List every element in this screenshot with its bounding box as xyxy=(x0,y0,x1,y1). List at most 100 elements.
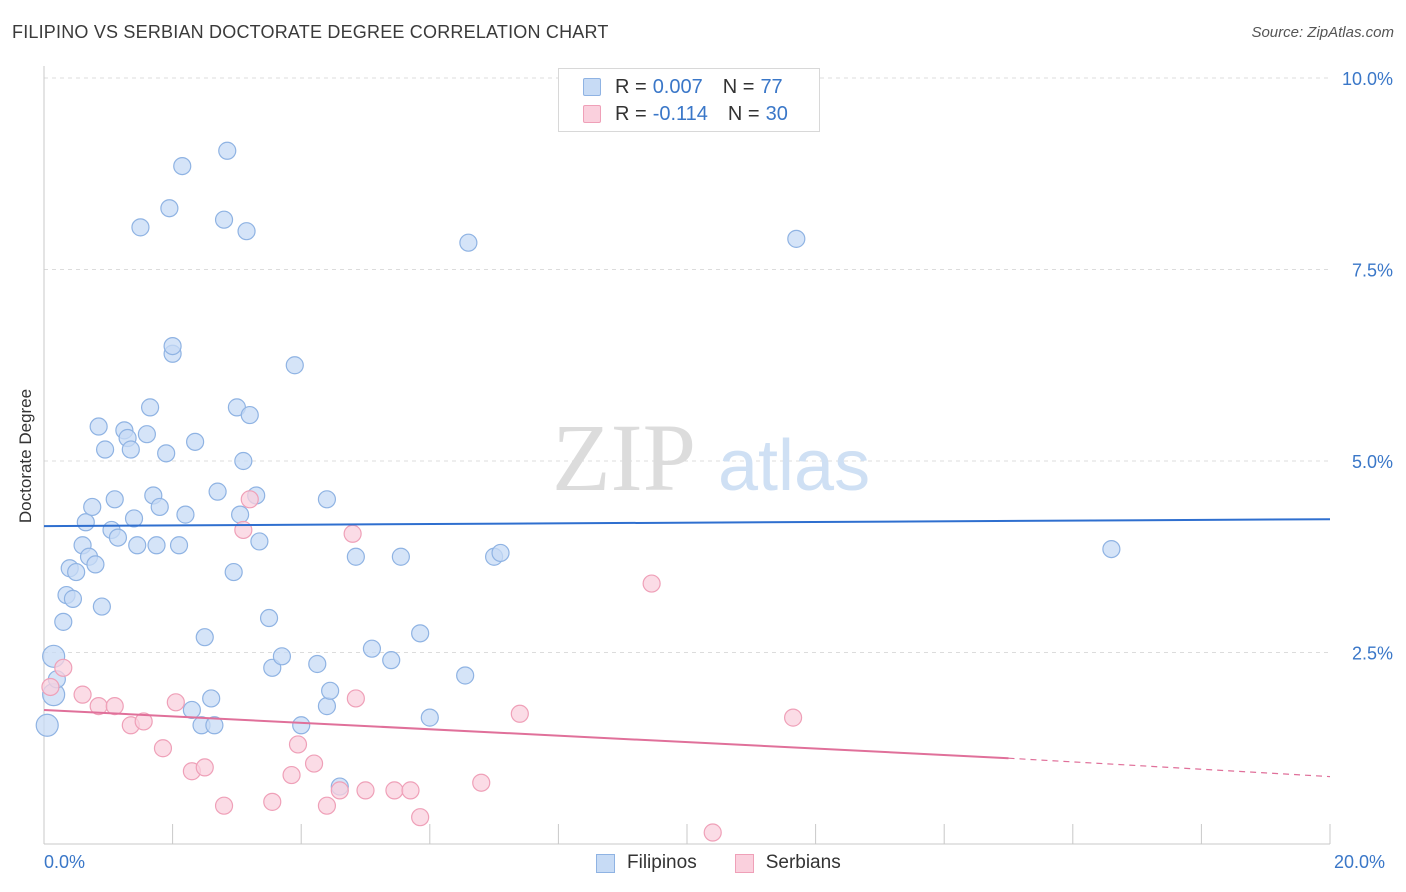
watermark: ZIP atlas xyxy=(552,404,870,511)
serbian-point xyxy=(134,712,153,731)
serbian-point xyxy=(166,693,185,712)
serbian-point xyxy=(411,808,430,827)
serbian-point xyxy=(195,758,214,777)
filipino-point xyxy=(491,543,510,563)
watermark-zip: ZIP xyxy=(552,404,696,511)
series-legend: Filipinos Serbians xyxy=(596,852,879,874)
filipino-point xyxy=(160,199,179,218)
serbian-point xyxy=(282,765,301,785)
filipino-point xyxy=(1102,539,1121,559)
serbian-point xyxy=(263,792,282,811)
serbian-point xyxy=(240,490,259,509)
filipino-point xyxy=(89,417,108,436)
serbians-label: Serbians xyxy=(765,852,841,873)
y-axis-label: Doctorate Degree xyxy=(16,388,35,524)
serbian-point xyxy=(214,796,234,815)
filipino-point xyxy=(157,444,176,463)
correlation-legend: R = 0.007 N = 77 R = -0.114 N = 30 xyxy=(558,68,820,132)
legend-n-value: 30 xyxy=(765,102,788,125)
filipino-point xyxy=(321,681,340,700)
filipino-point xyxy=(169,536,189,555)
serbian-point xyxy=(288,735,308,754)
serbian-point xyxy=(343,524,362,543)
serbian-point xyxy=(153,739,173,758)
serbians-trend-line xyxy=(43,708,1009,760)
filipino-point xyxy=(202,689,221,708)
filipino-point xyxy=(224,562,243,582)
serbian-point xyxy=(472,773,491,792)
serbian-point xyxy=(41,677,60,697)
filipino-point xyxy=(86,555,105,574)
x-tick-label-min: 0.0% xyxy=(44,852,86,872)
serbian-point xyxy=(346,689,365,708)
filipino-point xyxy=(92,597,111,616)
legend-swatch-pink xyxy=(583,105,601,123)
filipino-point xyxy=(205,716,224,735)
legend-n-label: N = xyxy=(722,75,755,98)
serbian-point xyxy=(356,781,375,800)
filipinos-swatch xyxy=(596,853,615,873)
filipino-point xyxy=(95,440,115,459)
series-legend-filipinos[interactable]: Filipinos xyxy=(596,852,697,874)
filipino-point xyxy=(67,562,86,582)
filipino-point xyxy=(420,708,439,727)
filipino-point xyxy=(346,547,365,566)
filipino-point xyxy=(787,229,806,248)
filipino-point xyxy=(237,222,256,241)
filipino-point xyxy=(308,654,327,674)
legend-row-filipinos: R = 0.007 N = 77 xyxy=(583,75,783,99)
filipino-point xyxy=(259,608,279,628)
filipino-point xyxy=(456,666,475,685)
filipino-point xyxy=(105,490,124,509)
legend-r-label: R = xyxy=(615,102,647,125)
serbian-point xyxy=(703,823,722,842)
filipino-point xyxy=(231,505,250,524)
filipino-point xyxy=(214,210,234,229)
filipino-point xyxy=(54,612,73,631)
filipino-point xyxy=(124,509,144,528)
filipino-point xyxy=(285,356,304,375)
filipino-point xyxy=(459,233,478,252)
filipino-point xyxy=(163,337,182,356)
filipino-point xyxy=(186,432,205,451)
filipino-point xyxy=(317,697,337,716)
source-label: Source: ZipAtlas.com xyxy=(1251,24,1394,41)
filipino-point xyxy=(121,440,140,459)
filipino-point xyxy=(140,398,160,417)
filipino-point xyxy=(272,647,292,666)
filipino-point xyxy=(173,156,192,176)
filipino-point xyxy=(182,700,201,720)
serbians-trend-extension xyxy=(1008,757,1331,778)
legend-n-label: N = xyxy=(727,102,760,125)
series-legend-serbians[interactable]: Serbians xyxy=(734,852,841,874)
y-tick-label: 2.5% xyxy=(1352,644,1393,664)
filipino-point xyxy=(83,497,102,517)
filipino-point xyxy=(362,639,382,658)
serbian-point xyxy=(510,704,529,723)
legend-r-label: R = xyxy=(615,75,647,98)
chart-title: FILIPINO VS SERBIAN DOCTORATE DEGREE COR… xyxy=(12,22,609,42)
filipino-point xyxy=(250,532,269,551)
serbian-point xyxy=(304,754,324,773)
filipinos-label: Filipinos xyxy=(627,852,697,873)
y-tick-label: 5.0% xyxy=(1352,452,1393,472)
serbian-point xyxy=(401,781,420,800)
filipino-point xyxy=(150,497,169,517)
filipino-point xyxy=(240,405,259,425)
serbian-point xyxy=(642,574,661,593)
y-tick-label: 7.5% xyxy=(1352,261,1393,281)
serbian-point xyxy=(54,658,73,677)
points-layer xyxy=(35,141,1121,842)
legend-n-value: 77 xyxy=(760,75,783,98)
filipino-point xyxy=(137,425,156,444)
filipino-point xyxy=(208,482,227,501)
serbian-point xyxy=(385,781,404,800)
serbian-point xyxy=(105,697,124,716)
filipino-point xyxy=(76,513,95,532)
serbians-swatch xyxy=(734,853,754,873)
filipino-point xyxy=(391,547,410,566)
filipino-point xyxy=(195,628,214,647)
trend-layer xyxy=(43,518,1331,778)
filipino-point xyxy=(147,536,166,555)
